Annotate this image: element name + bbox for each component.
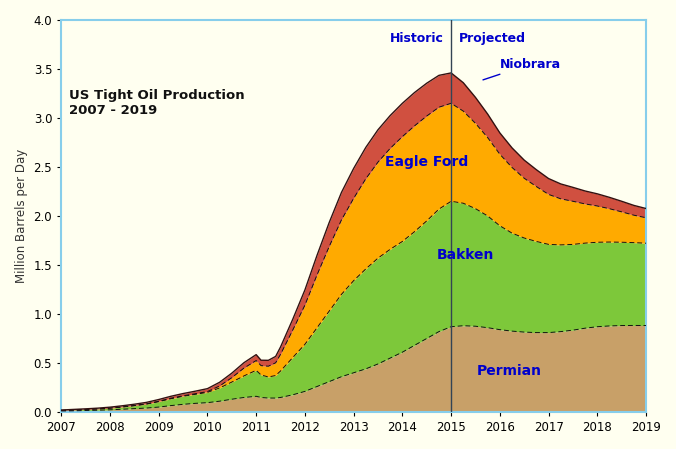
- Text: Historic: Historic: [390, 32, 444, 45]
- Text: Niobrara: Niobrara: [483, 57, 561, 80]
- Text: US Tight Oil Production
2007 - 2019: US Tight Oil Production 2007 - 2019: [68, 88, 244, 117]
- Text: Bakken: Bakken: [437, 248, 494, 262]
- Text: Eagle Ford: Eagle Ford: [385, 155, 468, 169]
- Text: Permian: Permian: [477, 364, 542, 378]
- Text: Projected: Projected: [458, 32, 525, 45]
- Y-axis label: Million Barrels per Day: Million Barrels per Day: [15, 149, 28, 283]
